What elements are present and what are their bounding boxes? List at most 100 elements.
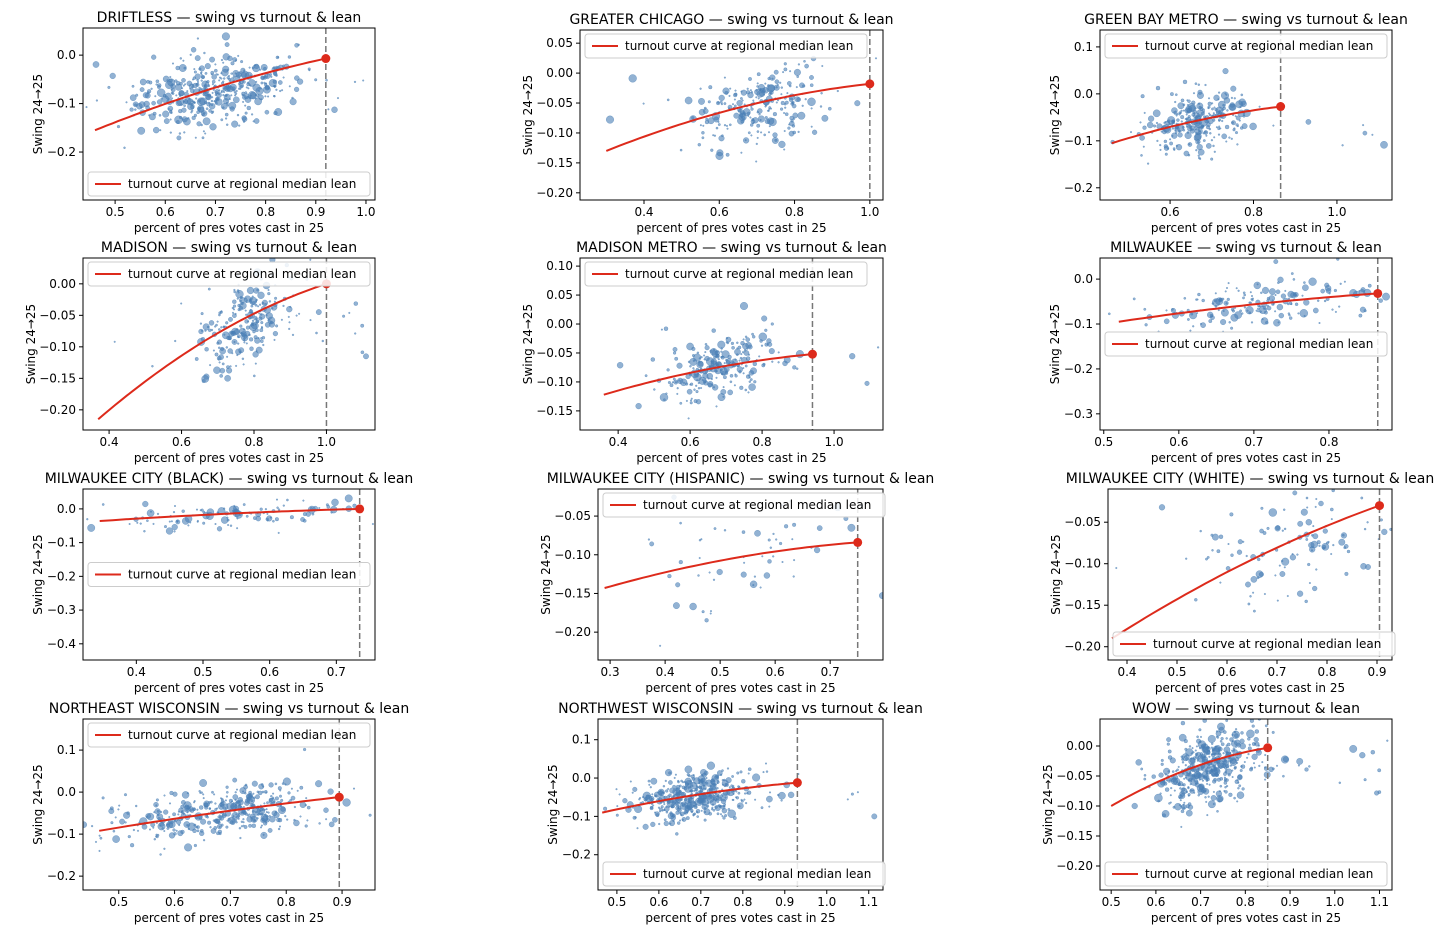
data-point <box>200 818 207 825</box>
data-point <box>193 101 196 104</box>
data-point <box>1235 761 1239 764</box>
data-point <box>360 350 365 355</box>
data-point <box>170 520 173 523</box>
data-point <box>1231 776 1234 779</box>
data-point <box>220 326 223 329</box>
data-point <box>713 527 717 530</box>
x-tick-label: 1.0 <box>317 435 336 449</box>
data-point <box>235 364 238 367</box>
data-point <box>237 797 243 803</box>
data-point <box>207 820 212 825</box>
data-point <box>698 790 702 794</box>
data-point <box>1236 779 1239 782</box>
data-point <box>672 351 677 355</box>
data-point <box>1159 792 1162 795</box>
data-point <box>1271 767 1275 771</box>
data-point <box>245 313 248 316</box>
data-point <box>674 773 677 776</box>
data-point <box>243 825 248 829</box>
data-point <box>222 87 225 90</box>
data-point <box>234 791 237 794</box>
data-point <box>741 530 746 534</box>
data-point <box>1295 294 1298 297</box>
axes-frame <box>82 718 376 891</box>
data-point <box>1220 319 1227 326</box>
data-point <box>777 351 780 354</box>
data-point <box>300 517 305 522</box>
data-point <box>1381 528 1388 536</box>
data-point <box>666 98 670 102</box>
data-point <box>1247 746 1252 751</box>
data-point <box>222 61 225 64</box>
data-point <box>733 98 736 101</box>
x-tick-label: 0.4 <box>656 665 675 679</box>
axes-frame <box>1099 257 1393 431</box>
data-point <box>1182 128 1186 132</box>
data-point <box>175 94 178 97</box>
data-point <box>676 392 679 395</box>
data-point <box>1217 91 1221 94</box>
data-point <box>648 783 651 786</box>
data-point <box>1250 321 1254 324</box>
data-point <box>1163 318 1170 325</box>
data-point <box>664 768 673 777</box>
data-point <box>648 796 655 802</box>
data-point <box>240 60 244 64</box>
data-point <box>245 325 250 330</box>
data-point <box>1226 752 1230 756</box>
data-point <box>168 802 171 805</box>
x-tick-label: 0.6 <box>1146 895 1165 909</box>
data-point <box>1240 93 1244 97</box>
data-point <box>1346 549 1351 554</box>
data-point <box>849 353 856 360</box>
data-point <box>741 351 745 354</box>
data-point <box>783 67 788 72</box>
data-point <box>1208 112 1211 115</box>
data-point <box>220 118 224 122</box>
data-point <box>246 795 256 805</box>
data-point <box>1300 508 1308 516</box>
data-point <box>153 838 157 841</box>
data-point <box>172 812 177 817</box>
data-point <box>1182 803 1185 806</box>
data-point <box>758 332 767 341</box>
data-point <box>181 517 190 525</box>
data-point <box>723 124 727 127</box>
data-point <box>1330 553 1333 556</box>
data-point <box>1266 304 1269 307</box>
data-point <box>696 360 704 369</box>
y-tick-label: −0.05 <box>1064 515 1101 529</box>
data-point <box>747 790 752 795</box>
data-point <box>690 397 693 400</box>
data-point <box>742 338 745 341</box>
data-point <box>641 795 645 799</box>
data-point <box>1238 784 1242 788</box>
data-point <box>205 107 209 110</box>
data-point <box>1278 564 1281 567</box>
data-point <box>1108 312 1111 316</box>
data-point <box>348 311 351 314</box>
x-tick-label: 0.8 <box>1244 205 1263 219</box>
data-point <box>228 316 233 322</box>
data-point <box>698 361 701 364</box>
data-point <box>174 339 177 343</box>
data-point <box>1222 752 1225 755</box>
data-point <box>264 95 267 98</box>
y-axis-label: Swing 24→25 <box>539 534 553 614</box>
data-point <box>763 572 771 579</box>
data-point <box>695 805 698 808</box>
data-point <box>195 508 198 511</box>
data-point <box>260 824 263 827</box>
data-point <box>267 95 270 98</box>
data-point <box>231 820 234 823</box>
data-point <box>225 346 229 349</box>
data-point <box>703 354 706 357</box>
data-point <box>713 134 716 137</box>
data-point <box>718 94 725 102</box>
data-point <box>728 94 731 97</box>
data-point <box>1237 539 1243 545</box>
data-point <box>195 82 199 86</box>
data-point <box>254 362 257 365</box>
data-point <box>685 373 691 380</box>
data-point <box>1230 326 1234 330</box>
